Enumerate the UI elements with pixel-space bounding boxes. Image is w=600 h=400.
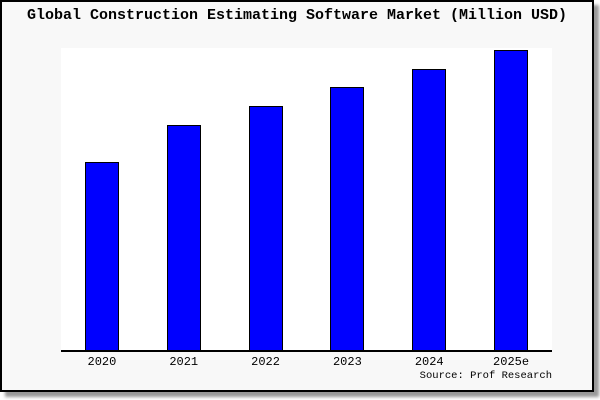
bar-slot bbox=[306, 48, 388, 350]
bar-2025e bbox=[494, 50, 529, 350]
bar-slot bbox=[388, 48, 470, 350]
x-tick-label-2024: 2024 bbox=[414, 355, 444, 369]
chart-title: Global Construction Estimating Software … bbox=[26, 7, 568, 24]
bar-slot bbox=[225, 48, 307, 350]
bar-slot bbox=[61, 48, 143, 350]
chart-frame: Global Construction Estimating Software … bbox=[0, 0, 594, 392]
bar-2024 bbox=[412, 69, 447, 350]
bar-2023 bbox=[330, 87, 365, 350]
bar-slot bbox=[470, 48, 552, 350]
bar-2022 bbox=[248, 106, 283, 350]
bar-slot bbox=[143, 48, 225, 350]
x-tick-label-2020: 2020 bbox=[87, 355, 117, 369]
x-tick-label-2021: 2021 bbox=[169, 355, 199, 369]
x-tick-label-2023: 2023 bbox=[332, 355, 362, 369]
x-axis-labels: 2020 2021 2022 2023 2024 2025e bbox=[61, 355, 552, 369]
bar-2020 bbox=[84, 162, 119, 350]
plot-area bbox=[61, 48, 552, 352]
bar-2021 bbox=[166, 125, 201, 350]
x-tick-label-2022: 2022 bbox=[251, 355, 280, 369]
source-note: Source: Prof Research bbox=[419, 370, 552, 382]
x-tick-label-2025e: 2025e bbox=[493, 355, 530, 369]
